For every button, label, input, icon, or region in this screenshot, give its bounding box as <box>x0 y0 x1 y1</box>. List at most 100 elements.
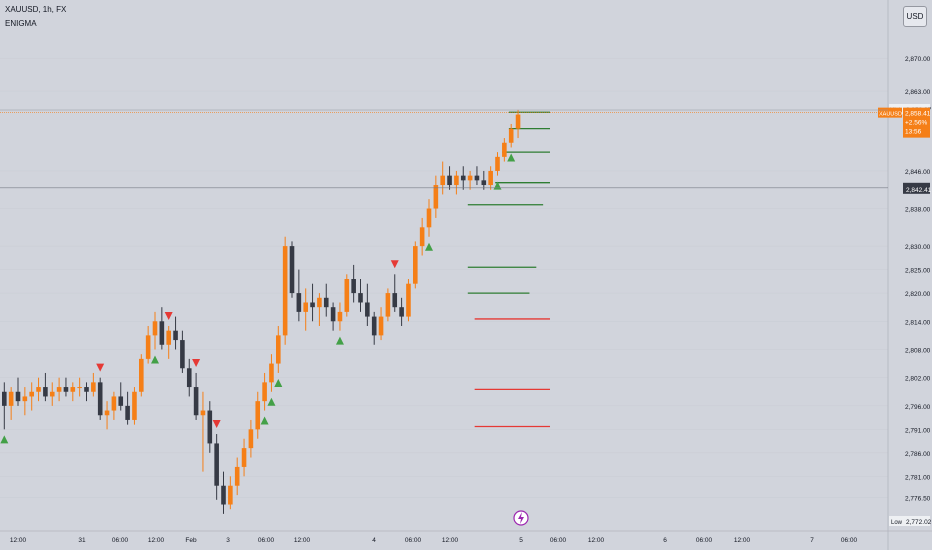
price-tick-label: 2,830.00 <box>905 244 931 251</box>
candle-body <box>454 175 459 186</box>
candle-body <box>276 335 281 364</box>
candle-body <box>214 443 219 486</box>
indicator-name: ENIGMA <box>5 19 37 28</box>
time-tick-label: 12:00 <box>442 537 459 544</box>
overlays <box>0 109 888 526</box>
time-tick-label: 06:00 <box>841 537 858 544</box>
low-value: 2,772.02 <box>906 519 932 526</box>
time-tick-label: 4 <box>372 537 376 544</box>
candle-body <box>228 485 233 505</box>
candle-body <box>8 391 14 406</box>
time-tick-label: 6 <box>663 537 667 544</box>
time-tick-label: 06:00 <box>258 537 275 544</box>
candle-body <box>495 156 500 171</box>
candle-body <box>467 175 473 181</box>
time-tick-label: 12:00 <box>294 537 311 544</box>
candle-body <box>317 297 322 308</box>
price-tick-label: 2,863.00 <box>905 89 931 96</box>
candle-body <box>152 321 158 336</box>
candle-body <box>241 448 247 467</box>
price-tick-label: 2,791.00 <box>905 427 931 434</box>
crosshair-value: 2,842.41 <box>906 187 932 194</box>
candle-body <box>385 293 391 317</box>
buy-signal-triangle <box>335 336 344 345</box>
symbol-tag: XAUUSD <box>879 112 902 118</box>
candle-body <box>440 175 445 186</box>
candle-body <box>358 293 363 303</box>
candle-body <box>111 396 117 411</box>
time-tick-label: 12:00 <box>10 537 27 544</box>
candle-body <box>43 387 48 397</box>
time-tick-label: 3 <box>226 537 230 544</box>
candle-body <box>248 429 254 449</box>
price-tick-label: 2,786.00 <box>905 451 931 458</box>
price-tick-label: 2,814.00 <box>905 319 931 326</box>
candle-body <box>70 387 76 392</box>
candle-body <box>97 382 103 416</box>
price-tick-label: 2,838.00 <box>905 207 931 214</box>
price-tick-label: 2,870.00 <box>905 56 931 63</box>
candle-body <box>488 170 493 186</box>
price-tick-label: 2,776.50 <box>905 495 931 502</box>
candle-body <box>186 368 192 388</box>
buy-signal-triangle <box>0 435 9 444</box>
candle-body <box>22 396 28 402</box>
candle-body <box>200 410 206 416</box>
candle-body <box>36 387 41 392</box>
sell-signal-triangle <box>192 358 201 367</box>
price-tick-label: 2,808.00 <box>905 347 931 354</box>
time-tick-label: 06:00 <box>112 537 129 544</box>
candle-body <box>118 396 124 406</box>
candle-body <box>91 382 96 392</box>
candle-body <box>77 387 82 389</box>
grid <box>0 57 888 498</box>
candle-body <box>173 330 178 341</box>
sell-signal-triangle <box>390 260 399 269</box>
time-tick-label: 5 <box>519 537 523 544</box>
sell-signal-triangle <box>164 311 173 320</box>
candle-body <box>365 302 370 317</box>
crosshair-value-bg <box>903 182 930 194</box>
buy-signal-triangle <box>267 397 276 406</box>
candle-body <box>406 283 411 317</box>
candle-body <box>132 391 137 420</box>
candle-body <box>323 297 329 308</box>
candle-body <box>180 340 185 369</box>
low-label: Low <box>891 520 903 526</box>
candle-body <box>399 307 404 317</box>
candle-body <box>413 246 418 284</box>
buy-signal-triangle <box>507 153 516 162</box>
candle-body <box>2 391 7 406</box>
candle-body <box>221 485 226 505</box>
symbol-title: XAUUSD, 1h, FX <box>5 5 67 14</box>
candle-body <box>262 382 267 402</box>
price-tag: 2,858.41 <box>905 111 931 118</box>
low-value-bg <box>903 516 930 526</box>
candle-body <box>392 293 398 308</box>
candle-body <box>337 311 343 322</box>
time-axis[interactable]: 12:00 31 06:00 12:00 Feb 3 06:00 12:00 4 06:00 12:… <box>0 530 932 544</box>
candle-body <box>344 279 350 312</box>
candle-body <box>296 293 302 312</box>
candles <box>2 109 521 514</box>
time-tick-label: 06:00 <box>405 537 422 544</box>
signal-levels <box>467 111 550 428</box>
candle-body <box>104 410 110 416</box>
candle-body <box>351 279 356 294</box>
price-tick-label: 2,846.00 <box>905 169 931 176</box>
buy-signal-triangle <box>274 378 283 387</box>
candle-body <box>502 142 507 157</box>
price-axis[interactable]: 2,870.00 2,863.00 2,846.00 2,838.00 2,830.00… <box>878 0 932 550</box>
candle-body <box>481 180 487 186</box>
candle-body <box>207 410 213 444</box>
candle-body <box>419 227 425 247</box>
buy-signal-triangle <box>425 242 433 251</box>
currency-button[interactable]: USD <box>903 6 927 27</box>
candle-body <box>310 302 315 308</box>
countdown-tag: 13:56 <box>905 129 922 136</box>
candle-body <box>289 246 295 294</box>
candle-body <box>426 208 432 228</box>
price-tick-label: 2,820.00 <box>905 291 931 298</box>
candle-body <box>460 175 466 181</box>
